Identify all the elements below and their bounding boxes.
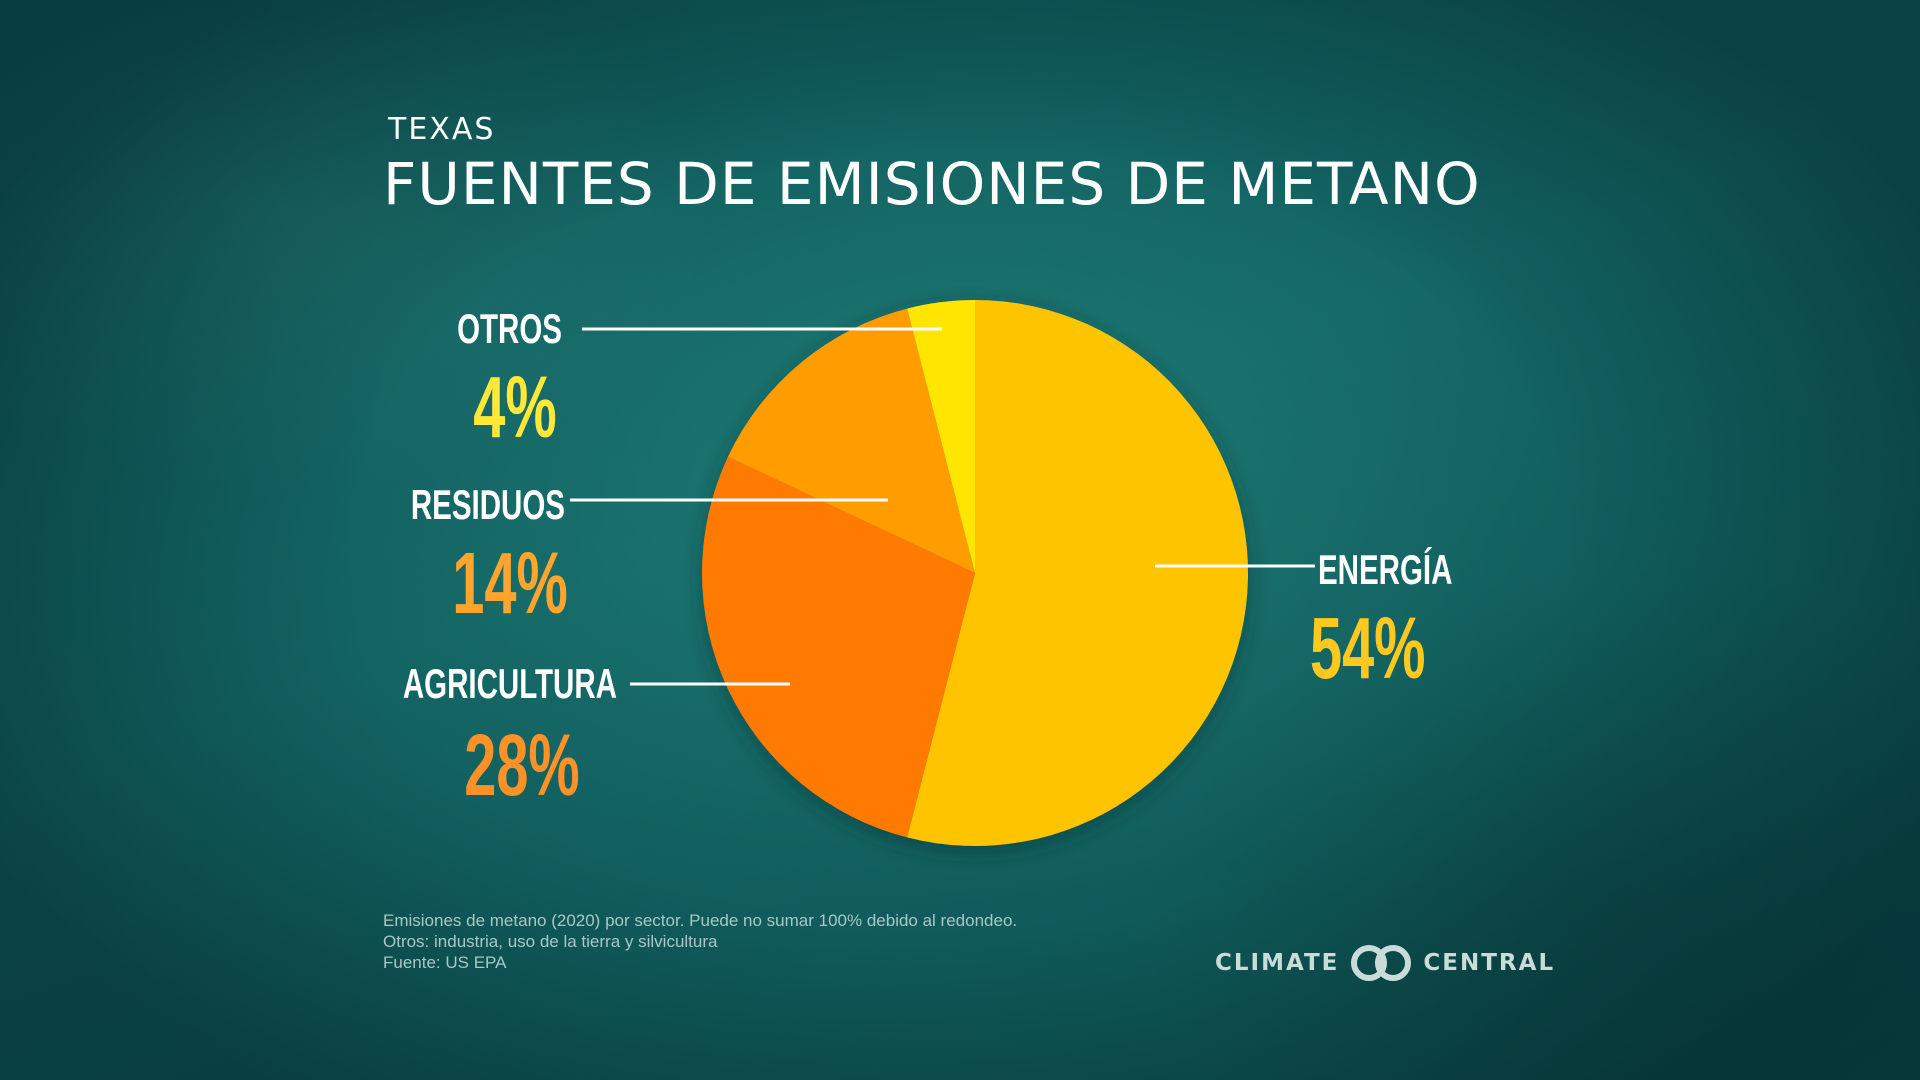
category-label-otros: OTROS	[457, 305, 562, 352]
percent-label-energia: 54%	[1310, 599, 1426, 697]
climate-central-rings-icon	[1351, 945, 1412, 981]
pie-slice-energia	[907, 300, 1248, 846]
category-label-energia: ENERGÍA	[1318, 546, 1452, 593]
footnotes: Emisiones de metano (2020) por sector. P…	[383, 910, 1017, 973]
pie-slice-agricultura	[702, 456, 975, 838]
percent-label-otros: 4%	[473, 358, 556, 456]
category-label-residuos: RESIDUOS	[411, 481, 565, 528]
percent-label-agricultura: 28%	[464, 716, 580, 814]
footnote-line: Emisiones de metano (2020) por sector. P…	[383, 911, 1018, 930]
footnote-line: Otros: industria, uso de la tierra y sil…	[383, 932, 718, 951]
region-label: TEXAS	[388, 112, 496, 147]
logo-text-right: CENTRAL	[1423, 950, 1556, 976]
logo-text-left: CLIMATE	[1215, 950, 1340, 976]
chart-title: FUENTES DE EMISIONES DE METANO	[383, 150, 1481, 218]
climate-central-logo: CLIMATE CENTRAL	[1215, 943, 1555, 983]
percent-label-residuos: 14%	[452, 534, 568, 632]
footnote-line: Fuente: US EPA	[383, 953, 507, 972]
pie-slice-residuos	[727, 308, 975, 573]
pie-slice-otros	[907, 300, 975, 573]
category-label-agricultura: AGRICULTURA	[403, 660, 617, 707]
